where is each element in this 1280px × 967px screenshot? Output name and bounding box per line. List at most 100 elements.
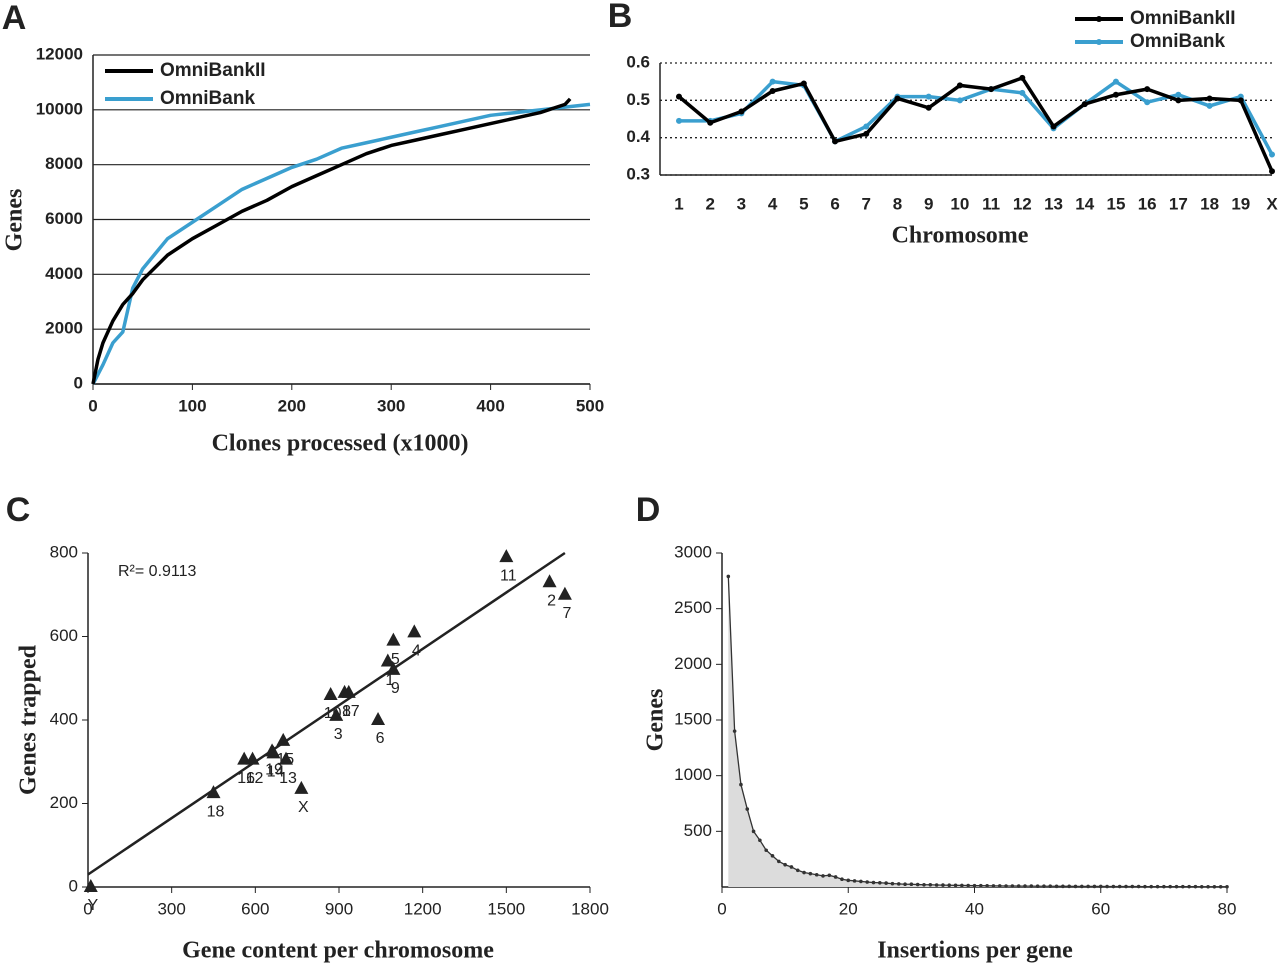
point xyxy=(751,829,756,834)
point xyxy=(769,88,776,94)
y-tick-label: 4000 xyxy=(45,264,83,283)
point xyxy=(542,574,557,588)
point xyxy=(1081,101,1088,108)
x-tick-label: 1 xyxy=(674,194,683,213)
point-label: 2 xyxy=(547,592,556,609)
point xyxy=(557,586,572,600)
point xyxy=(960,883,964,888)
point xyxy=(1124,884,1128,889)
point xyxy=(814,872,819,877)
point xyxy=(266,745,281,759)
y-tick-label: 8000 xyxy=(45,154,83,173)
y-tick-label: 2500 xyxy=(674,598,712,617)
point xyxy=(407,624,422,638)
point xyxy=(745,807,750,811)
point xyxy=(928,882,933,887)
x-tick-label: 17 xyxy=(1169,194,1188,213)
point xyxy=(890,881,895,886)
point xyxy=(676,93,682,100)
point xyxy=(1023,884,1027,888)
point xyxy=(1019,89,1026,96)
point xyxy=(1206,102,1213,109)
point-label: Y xyxy=(87,897,98,914)
point xyxy=(802,870,806,875)
point xyxy=(863,123,870,130)
point xyxy=(764,848,768,853)
point xyxy=(783,862,787,867)
point xyxy=(925,93,932,100)
x-tick-label: 0 xyxy=(717,899,726,918)
point xyxy=(739,782,743,787)
series-line xyxy=(91,102,591,385)
point xyxy=(922,882,926,887)
point xyxy=(1162,884,1166,889)
panel-label: B xyxy=(608,0,633,35)
point xyxy=(386,661,401,675)
point xyxy=(1130,884,1135,889)
point-label: 6 xyxy=(376,730,385,747)
x-tick-label: 400 xyxy=(476,396,504,415)
annotation: R²= 0.9113 xyxy=(118,563,197,580)
x-tick-label: 18 xyxy=(1200,194,1219,213)
point xyxy=(789,865,794,869)
area-line xyxy=(727,576,1227,888)
point xyxy=(863,130,870,137)
point-label: X xyxy=(298,799,309,816)
point xyxy=(941,883,945,887)
point xyxy=(1181,884,1185,889)
x-tick-label: 9 xyxy=(924,194,933,213)
point xyxy=(1206,884,1210,889)
legend-label: OmniBankII xyxy=(160,60,266,81)
point xyxy=(878,880,882,885)
point xyxy=(1199,884,1204,889)
x-axis-title: Clones processed (x1000) xyxy=(212,431,469,457)
point xyxy=(1193,884,1198,889)
x-tick-label: 500 xyxy=(576,396,604,415)
point xyxy=(276,732,291,746)
y-tick-label: 2000 xyxy=(674,654,712,673)
point xyxy=(1098,884,1103,889)
point xyxy=(979,883,983,888)
point-label: 5 xyxy=(391,651,400,668)
point xyxy=(1050,123,1057,130)
point xyxy=(972,883,977,888)
y-tick-label: 3000 xyxy=(674,542,712,561)
panel-a: A Clones processed (x1000) Genes 0 100 200 300… xyxy=(2,0,605,457)
point-label: 1 xyxy=(385,672,394,689)
panel-d: D Insertions per gene Genes 0 20 40 60 80 500 100… xyxy=(636,491,1237,964)
point-label: 14 xyxy=(267,764,285,781)
panel-label: D xyxy=(636,491,661,529)
point xyxy=(1117,884,1122,889)
x-tick-label: 0 xyxy=(83,899,92,918)
x-tick-label: 19 xyxy=(1231,194,1250,213)
legend-label: OmniBank xyxy=(1130,31,1225,52)
trend-line xyxy=(87,551,566,876)
panel-label: A xyxy=(2,0,27,37)
point xyxy=(1004,884,1008,888)
series-line xyxy=(679,79,1274,156)
point xyxy=(676,117,682,124)
point xyxy=(1092,884,1097,889)
point xyxy=(821,874,825,878)
y-tick-label: 400 xyxy=(50,709,78,728)
point xyxy=(1149,884,1154,889)
panel-label: C xyxy=(6,491,31,529)
point xyxy=(341,684,356,698)
legend-label: OmniBankII xyxy=(1130,8,1236,29)
point xyxy=(988,86,995,93)
point xyxy=(795,868,800,873)
point xyxy=(1029,884,1034,888)
y-tick-label: 12000 xyxy=(36,44,83,63)
point xyxy=(707,119,714,126)
point xyxy=(1080,884,1084,889)
point xyxy=(800,80,807,87)
point xyxy=(1269,151,1275,158)
x-tick-label: 15 xyxy=(1106,194,1125,213)
x-tick-label: 10 xyxy=(950,194,969,213)
y-axis-title: Genes xyxy=(643,689,669,752)
legend-marker xyxy=(1096,39,1102,45)
y-tick-label: 0.4 xyxy=(626,127,650,146)
point xyxy=(499,549,514,563)
